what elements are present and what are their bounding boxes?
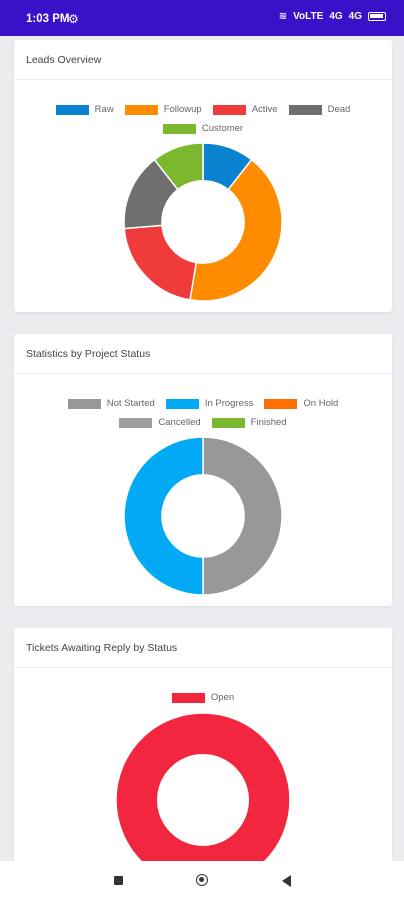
chart-legend: Open [14,692,392,711]
volte-indicator: VoLTE [293,11,324,22]
chart-legend: Raw Followup Active Dead Customer [14,104,392,142]
legend-label: On Hold [303,398,339,409]
legend-item[interactable]: Finished [211,417,287,428]
legend-row: Open [14,692,392,703]
signal-icon: 4G [329,11,343,22]
donut-slice-followup[interactable] [189,158,283,302]
settings-icon: ⚙ [68,12,79,26]
tickets-status-card: Tickets Awaiting Reply by Status Open [14,628,392,878]
legend-row: Cancelled Finished [14,417,392,428]
legend-item[interactable]: In Progress [165,398,254,409]
leads-overview-card: Leads Overview Raw Followup Active Dead Cust… [14,40,392,312]
legend-row: Customer [14,123,392,134]
legend-swatch [288,104,322,115]
legend-item[interactable]: Open [171,692,235,703]
legend-swatch [171,692,205,703]
legend-swatch [165,398,199,409]
legend-swatch [119,417,153,428]
legend-label: Dead [327,104,351,115]
card-title: Statistics by Project Status [14,334,392,374]
card-title: Tickets Awaiting Reply by Status [14,628,392,668]
legend-swatch [264,398,298,409]
legend-label: In Progress [204,398,254,409]
legend-label: Followup [163,104,202,115]
donut-slice-customer[interactable] [153,142,204,191]
status-icons: ≋ VoLTE 4G 4G [279,11,386,22]
legend-swatch [124,104,158,115]
leads-donut-chart [123,142,283,302]
status-time: 1:03 PM [26,13,70,25]
donut-slice-open[interactable] [115,712,291,878]
recents-button[interactable] [114,876,123,885]
chart-legend: Not Started In Progress On Hold Cancelled Fi… [14,398,392,436]
status-bar: 1:03 PM ⚙ ≋ VoLTE 4G 4G [0,0,404,36]
legend-swatch [162,123,196,134]
legend-item[interactable]: Raw [55,104,114,115]
legend-item[interactable]: Followup [124,104,202,115]
donut-slice-in-progress[interactable] [123,436,204,596]
legend-label: Active [251,104,278,115]
legend-item[interactable]: Not Started [67,398,155,409]
legend-swatch [211,417,245,428]
legend-row: Not Started In Progress On Hold [14,398,392,409]
legend-item[interactable]: Active [212,104,278,115]
legend-label: Customer [201,123,244,134]
legend-row: Raw Followup Active Dead [14,104,392,115]
project-status-donut-chart [123,436,283,596]
legend-swatch [212,104,246,115]
legend-item[interactable]: On Hold [264,398,338,409]
donut-slice-active[interactable] [123,224,198,301]
legend-swatch [55,104,89,115]
legend-item[interactable]: Customer [162,123,244,134]
legend-item[interactable]: Cancelled [119,417,201,428]
system-nav-bar [0,861,404,900]
legend-item[interactable]: Dead [288,104,351,115]
battery-icon [368,12,386,21]
legend-label: Raw [94,104,114,115]
legend-label: Not Started [106,398,155,409]
legend-label: Cancelled [158,417,201,428]
legend-label: Finished [250,417,287,428]
tickets-donut-chart [115,712,291,878]
donut-slice-not-started[interactable] [202,436,283,596]
legend-swatch [67,398,101,409]
card-title: Leads Overview [14,40,392,80]
project-status-card: Statistics by Project Status Not Started… [14,334,392,606]
back-button[interactable] [282,875,291,887]
home-button[interactable] [196,874,208,886]
legend-label: Open [210,692,235,703]
wifi-icon: ≋ [278,11,288,22]
signal-icon-2: 4G [348,11,362,22]
